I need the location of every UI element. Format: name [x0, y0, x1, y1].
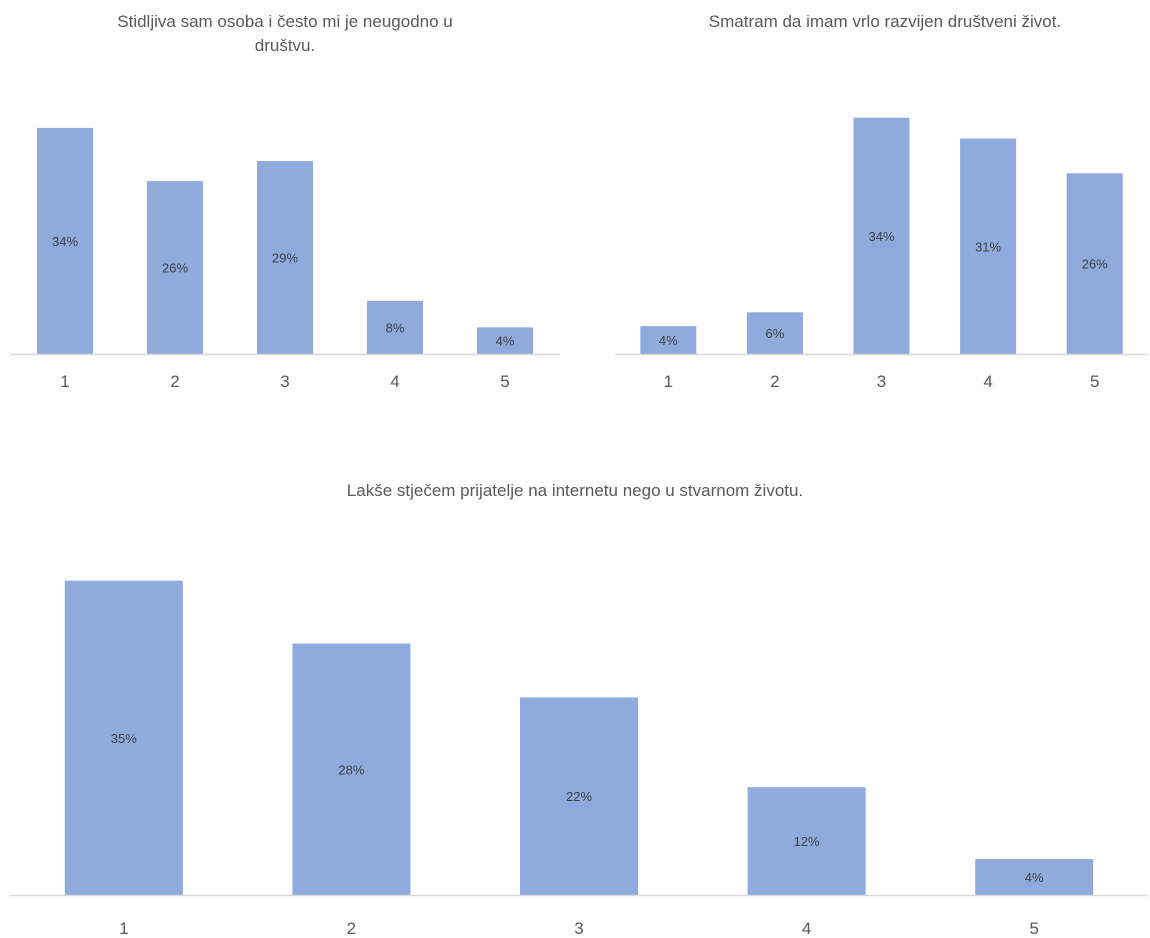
- chart-1-data-label-5: 4%: [496, 334, 515, 349]
- chart-2-data-label-2: 6%: [766, 326, 785, 341]
- chart-2-x-tick-1: 1: [664, 372, 673, 391]
- chart-2-bar-3: [853, 117, 910, 354]
- chart-3-x-tick-5: 5: [1029, 919, 1038, 938]
- chart-1-title-line-1: Stidljiva sam osoba i često mi je neugod…: [117, 12, 452, 31]
- chart-3-x-tick-4: 4: [802, 919, 811, 938]
- chart-1-bar-2: [147, 181, 203, 354]
- chart-3-data-label-1: 35%: [111, 731, 137, 746]
- chart-3-data-label-3: 22%: [566, 789, 592, 804]
- chart-1-x-tick-4: 4: [390, 372, 399, 391]
- chart-2-title-line-1: Smatram da imam vrlo razvijen društveni …: [709, 12, 1061, 31]
- chart-1-bar-5: [477, 327, 533, 354]
- chart-1-x-tick-1: 1: [60, 372, 69, 391]
- chart-1-title-line-2: društvu.: [255, 36, 315, 55]
- chart-2-bar-2: [746, 312, 803, 354]
- chart-3-bar-4: [747, 787, 866, 895]
- chart-3-title-line-1: Lakše stječem prijatelje na internetu ne…: [347, 481, 803, 500]
- chart-2-x-tick-3: 3: [877, 372, 886, 391]
- chart-1-x-tick-3: 3: [280, 372, 289, 391]
- chart-3-x-tick-1: 1: [119, 919, 128, 938]
- chart-3-x-tick-3: 3: [574, 919, 583, 938]
- chart-2-x-tick-5: 5: [1090, 372, 1099, 391]
- chart-3-data-label-2: 28%: [338, 762, 364, 777]
- chart-1-x-tick-2: 2: [170, 372, 179, 391]
- chart-3-data-label-5: 4%: [1025, 870, 1044, 885]
- chart-1-data-label-4: 8%: [386, 320, 405, 335]
- chart-2-data-label-3: 34%: [868, 229, 894, 244]
- chart-1-x-tick-5: 5: [500, 372, 509, 391]
- chart-2-data-label-4: 31%: [975, 239, 1001, 254]
- chart-1-data-label-3: 29%: [272, 251, 298, 266]
- chart-3-bar-2: [292, 643, 411, 895]
- chart-1-bar-3: [257, 161, 313, 354]
- chart-2-bar-1: [640, 326, 697, 354]
- chart-2-bar-4: [960, 138, 1017, 354]
- chart-2-data-label-5: 26%: [1082, 257, 1108, 272]
- chart-1-data-label-1: 34%: [52, 234, 78, 249]
- chart-2-x-tick-4: 4: [983, 372, 992, 391]
- chart-2-x-tick-2: 2: [770, 372, 779, 391]
- chart-1-bar-4: [367, 300, 423, 354]
- chart-1-data-label-2: 26%: [162, 261, 188, 276]
- chart-2-data-label-1: 4%: [659, 333, 678, 348]
- chart-3-x-tick-2: 2: [347, 919, 356, 938]
- chart-3-bar-1: [64, 580, 183, 895]
- chart-1-bar-1: [37, 127, 93, 355]
- chart-3-data-label-4: 12%: [794, 834, 820, 849]
- chart-3-bar-3: [520, 697, 638, 895]
- chart-3-bar-5: [975, 859, 1094, 895]
- chart-2-bar-5: [1066, 173, 1123, 354]
